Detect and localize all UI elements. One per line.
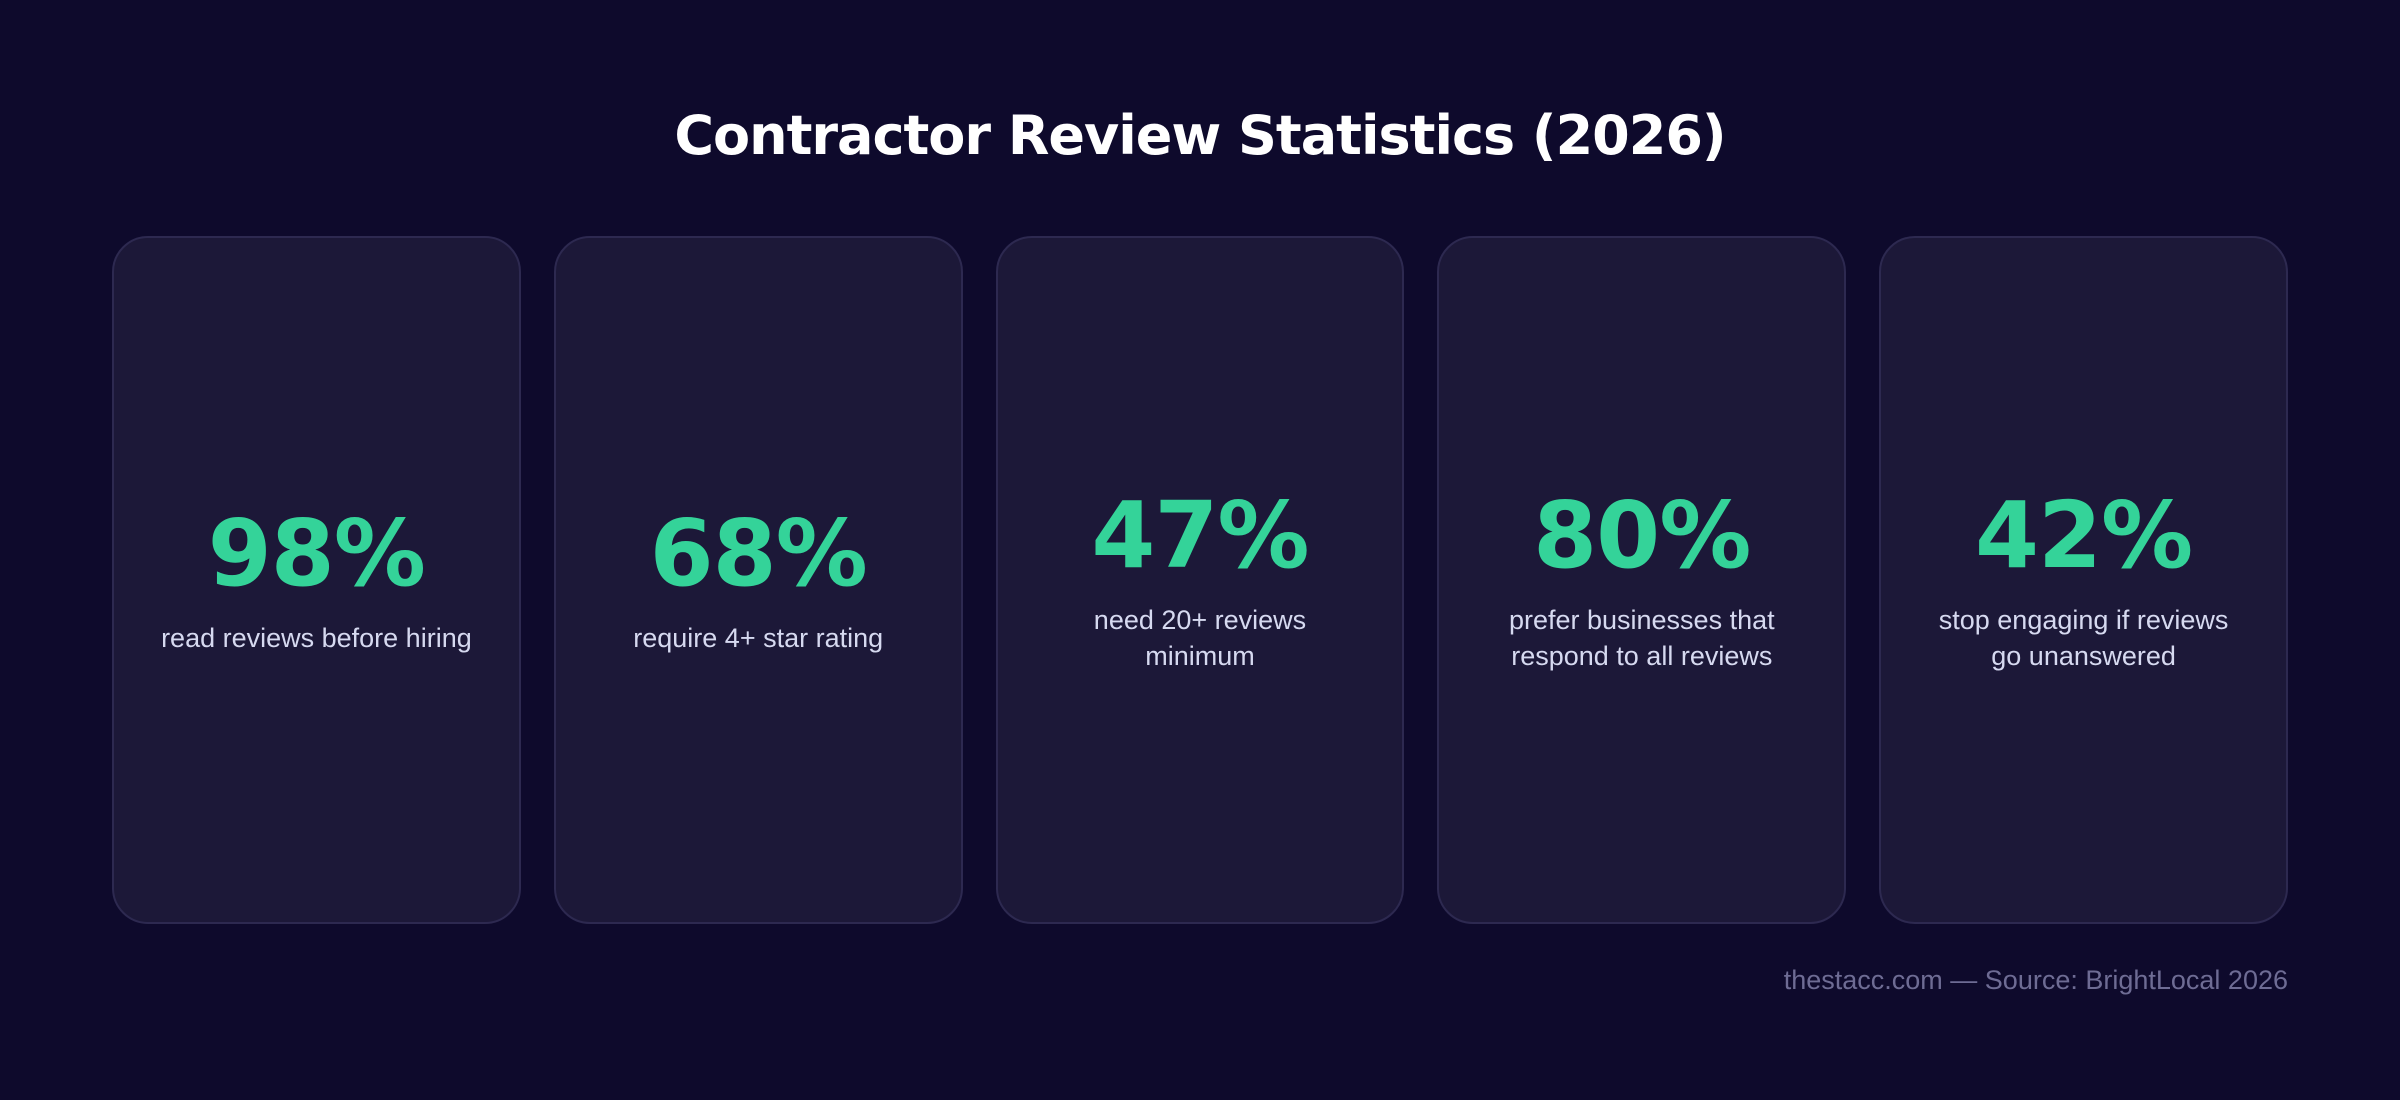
stat-card-review-count: 47% need 20+ reviews minimum [995,236,1405,924]
stat-value: 80% [1533,482,1751,589]
stat-value: 68% [649,500,868,607]
stat-label: require 4+ star rating [633,623,884,653]
stat-cards: 98% read reviews before hiring 68% requi… [112,236,2288,924]
stat-card-reviews-before-hiring: 98% read reviews before hiring [112,236,521,924]
stat-label: prefer businesses that respond to all re… [1508,605,1775,671]
stat-card-star-rating: 68% require 4+ star rating [553,236,963,924]
stat-value: 98% [207,500,426,607]
stat-label: read reviews before hiring [161,623,472,653]
stat-value: 47% [1091,482,1309,589]
stat-card-respond-to-reviews: 80% prefer businesses that respond to al… [1437,236,1847,924]
page-title: Contractor Review Statistics (2026) [674,104,1726,167]
source-footer: thestacc.com — Source: BrightLocal 2026 [1783,965,2288,995]
stat-label: need 20+ reviews minimum [1093,605,1307,671]
stat-card-unanswered-reviews: 42% stop engaging if reviews go unanswer… [1879,236,2288,924]
stat-value: 42% [1974,482,2193,589]
stat-label: stop engaging if reviews go unanswered [1938,605,2229,671]
